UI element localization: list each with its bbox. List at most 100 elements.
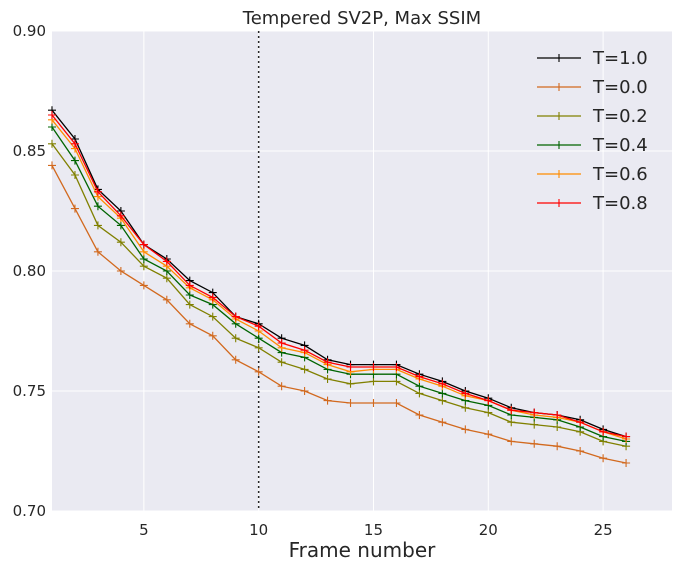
- x-tick-labels: 5 10 15 20 25: [139, 521, 613, 539]
- x-tick-label: 15: [364, 521, 383, 539]
- data-point: [231, 334, 240, 343]
- legend-item: T=0.4: [537, 135, 648, 156]
- data-point: [622, 432, 631, 441]
- series-T=0.6: [48, 115, 631, 443]
- data-point: [231, 355, 240, 364]
- data-point: [323, 375, 332, 383]
- data-point: [48, 139, 56, 148]
- legend: T=1.0 T=0.0 T=0.2 T=0.4 T=0.6 T=0.8: [537, 48, 648, 214]
- data-point: [369, 363, 378, 371]
- data-point: [530, 408, 539, 417]
- data-point: [438, 418, 447, 427]
- series-T=0.0: [48, 161, 631, 467]
- data-point: [507, 406, 516, 415]
- legend-label: T=0.2: [592, 106, 648, 127]
- data-point: [553, 411, 562, 419]
- series-T=0.8: [48, 111, 631, 441]
- data-point: [93, 187, 102, 196]
- data-point: [116, 238, 125, 247]
- legend-item: T=1.0: [537, 48, 648, 69]
- data-point: [48, 111, 56, 119]
- legend-marker: [555, 83, 563, 91]
- data-point: [346, 399, 355, 407]
- data-point: [346, 363, 355, 371]
- data-point: [277, 382, 286, 391]
- legend-item: T=0.6: [537, 164, 648, 185]
- x-tick-label: 10: [249, 521, 268, 539]
- data-point: [70, 139, 79, 148]
- legend-item: T=0.0: [537, 77, 648, 98]
- y-tick-label: 0.80: [13, 262, 46, 280]
- data-point: [553, 442, 562, 451]
- data-point: [139, 247, 148, 256]
- data-point: [93, 221, 102, 230]
- data-point: [438, 379, 447, 388]
- y-tick-label: 0.70: [13, 502, 46, 520]
- series-line: [51, 119, 627, 440]
- data-point: [254, 322, 263, 331]
- x-tick-label: 25: [594, 521, 613, 539]
- data-point: [576, 418, 585, 427]
- data-point: [48, 123, 56, 131]
- data-point: [392, 377, 401, 386]
- data-point: [530, 439, 539, 448]
- data-point: [70, 171, 79, 179]
- data-point: [461, 389, 470, 398]
- legend-label: T=0.6: [592, 164, 648, 185]
- data-point: [300, 387, 309, 395]
- data-point: [507, 418, 516, 427]
- data-point: [231, 312, 240, 321]
- data-point: [139, 281, 148, 290]
- legend-label: T=0.4: [592, 135, 648, 156]
- data-point: [553, 423, 562, 431]
- legend-marker: [555, 141, 563, 149]
- data-point: [93, 247, 102, 256]
- data-point: [185, 291, 194, 299]
- legend-item: T=0.2: [537, 106, 648, 127]
- data-point: [139, 240, 148, 249]
- data-point: [185, 281, 194, 290]
- data-point: [369, 399, 378, 407]
- data-point: [392, 363, 401, 371]
- data-point: [162, 295, 171, 304]
- y-tick-label: 0.90: [13, 22, 46, 40]
- legend-marker: [555, 54, 563, 62]
- data-point: [415, 382, 424, 391]
- data-point: [415, 389, 424, 398]
- legend-marker: [555, 170, 563, 178]
- legend-label: T=0.8: [592, 193, 648, 214]
- data-point: [300, 365, 309, 374]
- data-point: [484, 430, 493, 439]
- x-tick-label: 20: [479, 521, 498, 539]
- series-group: [48, 106, 631, 467]
- y-tick-label: 0.85: [13, 142, 46, 160]
- data-point: [484, 396, 493, 405]
- data-point: [116, 267, 125, 275]
- data-point: [415, 411, 424, 419]
- data-point: [254, 367, 263, 376]
- chart-title: Tempered SV2P, Max SSIM: [242, 8, 481, 29]
- data-point: [438, 396, 447, 405]
- legend-label: T=1.0: [592, 48, 648, 69]
- data-point: [530, 420, 539, 429]
- data-point: [277, 358, 286, 367]
- data-point: [346, 379, 355, 388]
- data-point: [254, 334, 263, 343]
- data-point: [162, 257, 171, 266]
- x-tick-label: 5: [139, 521, 149, 539]
- legend-item: T=0.8: [537, 193, 648, 214]
- data-point: [277, 339, 286, 347]
- data-point: [162, 274, 171, 283]
- y-tick-label: 0.75: [13, 382, 46, 400]
- y-tick-labels: 0.70 0.75 0.80 0.85 0.90: [13, 22, 46, 520]
- data-point: [576, 447, 585, 455]
- data-point: [139, 262, 148, 271]
- data-point: [392, 399, 401, 407]
- data-point: [323, 396, 332, 405]
- data-point: [70, 156, 79, 165]
- series-T=0.2: [48, 139, 631, 451]
- legend-label: T=0.0: [592, 77, 648, 98]
- data-point: [208, 293, 217, 302]
- data-point: [185, 319, 194, 328]
- data-point: [116, 221, 125, 230]
